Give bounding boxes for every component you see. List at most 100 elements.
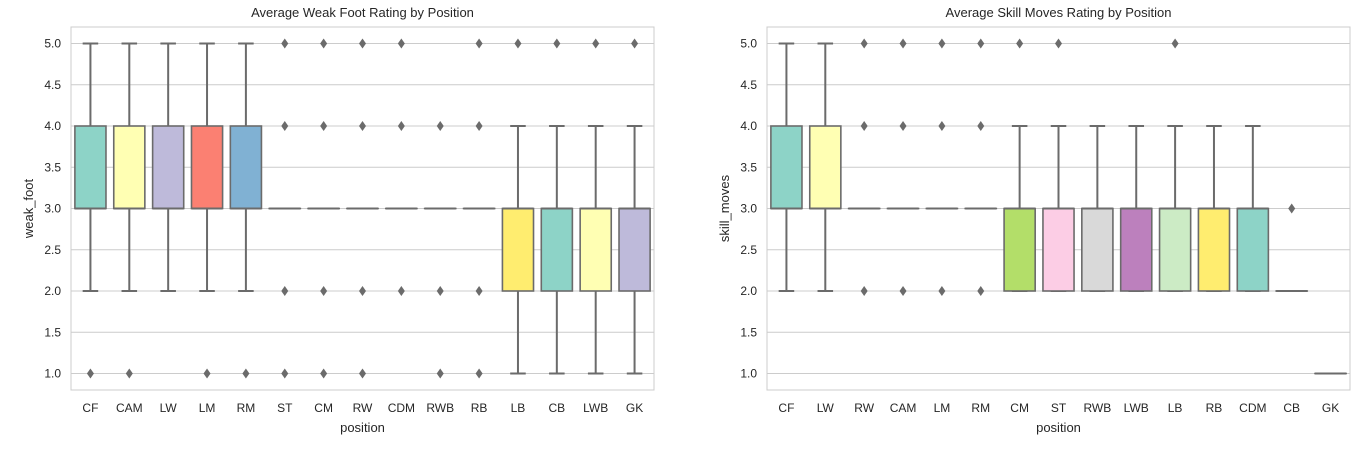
x-tick-label: ST <box>1051 401 1067 415</box>
x-tick-label: CF <box>82 401 98 415</box>
x-tick-label: RM <box>971 401 990 415</box>
outlier-point <box>359 38 366 49</box>
box-cb <box>1275 203 1309 292</box>
outlier-point <box>359 121 366 131</box>
x-axis-label: position <box>340 420 385 435</box>
box-body <box>770 125 803 210</box>
y-tick-label: 5.0 <box>740 37 757 51</box>
x-tick-label: RW <box>854 401 874 415</box>
y-tick-label: 4.5 <box>740 78 757 92</box>
outlier-point <box>1055 38 1062 49</box>
box-lw <box>151 42 185 292</box>
y-tick-label: 3.0 <box>44 202 61 216</box>
box-rw <box>346 38 379 379</box>
skill-moves-chart: 1.0 1.5 2.0 2.5 3.0 3.5 4.0 4.5 5.0 CF LW RW CAM LM RM… <box>717 5 1351 435</box>
x-tick-label: CDM <box>1239 401 1266 415</box>
outlier-point <box>977 38 985 49</box>
outlier-point <box>899 286 907 296</box>
box-cf <box>74 42 107 379</box>
outlier-point <box>397 121 405 131</box>
outlier-point <box>514 38 522 49</box>
outlier-point <box>938 38 946 49</box>
outlier-point <box>977 286 985 296</box>
x-tick-label: LB <box>1168 401 1183 415</box>
outlier-point <box>320 38 328 49</box>
box-lm <box>925 38 959 296</box>
chart-title: Average Skill Moves Rating by Position <box>946 5 1172 20</box>
box-body <box>618 207 651 292</box>
box-body <box>190 125 224 210</box>
box-body <box>540 207 574 292</box>
x-tick-label: CM <box>1010 401 1029 415</box>
x-tick-label: CDM <box>388 401 415 415</box>
box-lw <box>808 42 842 292</box>
box-cb <box>540 38 574 375</box>
x-tick-label: GK <box>1322 401 1339 415</box>
box-body <box>112 125 146 210</box>
box-lm <box>190 42 224 379</box>
box-body <box>151 125 185 210</box>
outlier-point <box>475 368 483 379</box>
box-lb <box>1158 38 1192 292</box>
x-tick-label: LM <box>934 401 951 415</box>
y-tick-label: 2.5 <box>44 243 61 257</box>
outlier-point <box>592 38 600 49</box>
x-tick-label: LB <box>511 401 526 415</box>
y-axis-label: weak_foot <box>21 178 36 239</box>
y-tick-label: 1.0 <box>44 367 61 381</box>
outlier-point <box>397 38 405 49</box>
y-tick-label: 1.5 <box>44 325 61 339</box>
box-rm <box>229 42 263 379</box>
y-tick-label: 2.0 <box>44 284 61 298</box>
box-rwb <box>423 121 457 379</box>
y-tick-label: 3.5 <box>44 160 61 174</box>
x-tick-label: GK <box>626 401 643 415</box>
outlier-point <box>1288 203 1296 214</box>
box-body <box>808 125 842 210</box>
plot-frame <box>766 26 1351 391</box>
outlier-point <box>281 286 289 296</box>
box-lb <box>501 38 535 375</box>
outlier-point <box>320 286 328 296</box>
box-cam <box>886 38 920 296</box>
box-gk <box>618 38 651 375</box>
x-tick-label: RM <box>237 401 256 415</box>
x-tick-label: CF <box>778 401 794 415</box>
outlier-point <box>320 121 328 131</box>
outlier-point <box>977 121 985 131</box>
outlier-point <box>320 368 328 379</box>
y-tick-label: 1.0 <box>740 367 757 381</box>
box-body <box>1119 207 1153 292</box>
x-tick-label: RWB <box>426 401 454 415</box>
box-cdm <box>1236 125 1270 292</box>
x-tick-label: LWB <box>583 401 608 415</box>
outlier-point <box>359 286 366 296</box>
chart-title: Average Weak Foot Rating by Position <box>251 5 474 20</box>
box-body <box>1003 207 1036 292</box>
outlier-point <box>899 38 907 49</box>
box-rb <box>1197 125 1231 292</box>
box-body <box>1236 207 1270 292</box>
outlier-point <box>1016 38 1024 49</box>
outlier-point <box>436 368 444 379</box>
plot-frame <box>70 26 655 391</box>
box-rw <box>847 38 881 296</box>
box-cm <box>307 38 340 379</box>
box-rb <box>462 38 496 379</box>
outlier-point <box>203 368 211 379</box>
box-body <box>501 207 535 292</box>
y-tick-label: 4.0 <box>740 119 757 133</box>
x-tick-label: ST <box>277 401 293 415</box>
outlier-point <box>281 38 289 49</box>
box-cm <box>1003 38 1036 292</box>
x-tick-label: CAM <box>116 401 143 415</box>
x-tick-label: LM <box>199 401 216 415</box>
box-rm <box>964 38 998 296</box>
y-axis-label: skill_moves <box>717 174 732 242</box>
x-tick-label: RB <box>471 401 488 415</box>
box-lwb <box>579 38 613 375</box>
box-body <box>1081 207 1114 292</box>
outlier-point <box>475 121 483 131</box>
y-tick-label: 5.0 <box>44 37 61 51</box>
